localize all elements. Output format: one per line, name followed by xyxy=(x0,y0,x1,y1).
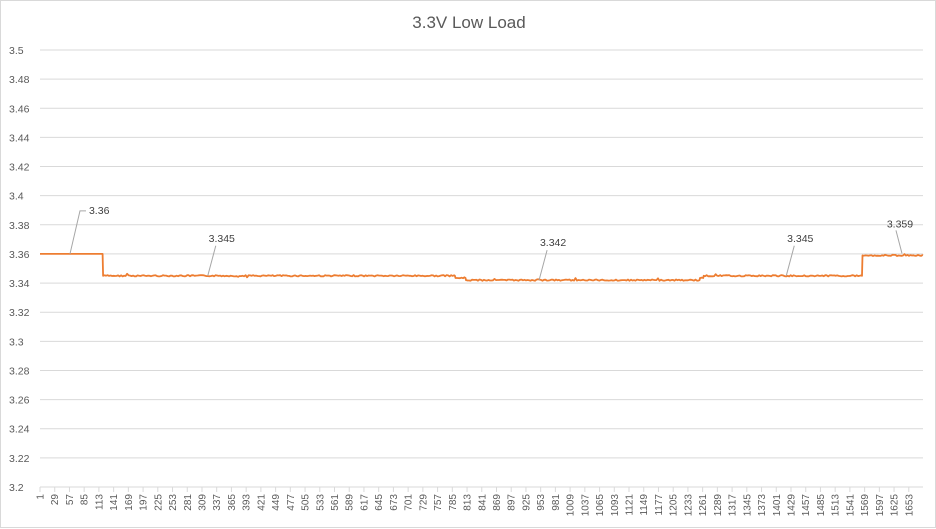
annotation-leader xyxy=(785,245,795,276)
x-tick-label: 477 xyxy=(286,494,297,511)
y-tick-label: 3.2 xyxy=(9,482,24,494)
x-tick-label: 757 xyxy=(433,494,444,511)
x-tick-label: 813 xyxy=(463,494,474,511)
x-tick-label: 1345 xyxy=(742,494,753,517)
x-tick-label: 337 xyxy=(212,494,223,511)
x-tick-label: 1597 xyxy=(875,494,886,517)
y-tick-label: 3.46 xyxy=(9,103,30,115)
x-tick-label: 1093 xyxy=(610,494,621,517)
x-tick-label: 1289 xyxy=(713,494,724,517)
y-tick-label: 3.3 xyxy=(9,336,24,348)
x-tick-label: 309 xyxy=(197,494,208,511)
x-tick-label: 505 xyxy=(301,494,312,511)
x-tick-label: 1261 xyxy=(698,494,709,517)
x-tick-label: 1121 xyxy=(625,494,636,516)
x-tick-label: 1541 xyxy=(845,494,856,517)
x-tick-label: 113 xyxy=(94,494,105,510)
x-tick-label: 897 xyxy=(507,494,518,511)
series-layer xyxy=(40,253,924,282)
series-line xyxy=(40,253,924,282)
y-tick-label: 3.5 xyxy=(9,45,24,57)
data-label: 3.36 xyxy=(89,205,110,217)
x-tick-label: 197 xyxy=(139,494,150,511)
x-tick-label: 1149 xyxy=(639,494,650,516)
y-tick-label: 3.22 xyxy=(9,453,30,465)
x-tick-label: 673 xyxy=(389,494,400,511)
x-tick-label: 1457 xyxy=(801,494,812,517)
annotation-leader xyxy=(69,210,86,255)
axes: 3.2 3.22 3.24 3.26 3.28 3.3 3.32 3.34 3.36 3.38 3.… xyxy=(9,45,923,516)
x-tick-label: 1233 xyxy=(683,494,694,517)
x-tick-label: 617 xyxy=(359,494,370,511)
x-tick-label: 1513 xyxy=(831,494,842,517)
x-tick-label: 1653 xyxy=(904,494,915,517)
x-tick-label: 1401 xyxy=(772,494,783,517)
x-tick-label: 645 xyxy=(374,494,385,511)
x-tick-label: 1 xyxy=(36,494,47,500)
x-tick-label: 141 xyxy=(109,494,120,511)
y-tick-label: 3.26 xyxy=(9,395,30,407)
x-tick-label: 1625 xyxy=(890,494,901,517)
data-label: 3.342 xyxy=(540,237,566,249)
chart-title: 3.3V Low Load xyxy=(412,13,526,32)
x-tick-label: 449 xyxy=(271,494,282,511)
x-tick-label: 393 xyxy=(242,494,253,511)
x-tick-label: 1065 xyxy=(595,494,606,517)
x-tick-label: 1177 xyxy=(654,494,665,516)
y-tick-label: 3.42 xyxy=(9,162,30,174)
y-tick-label: 3.32 xyxy=(9,307,30,319)
x-tick-label: 589 xyxy=(345,494,356,511)
x-tick-label: 225 xyxy=(153,494,164,511)
x-tick-label: 29 xyxy=(50,494,61,506)
x-tick-label: 85 xyxy=(80,494,91,506)
x-tick-label: 169 xyxy=(124,494,135,511)
x-tick-label: 1037 xyxy=(580,494,591,517)
x-tick-label: 1569 xyxy=(860,494,871,517)
x-tick-label: 533 xyxy=(315,494,326,511)
grid-lines xyxy=(40,49,923,459)
y-tick-label: 3.4 xyxy=(9,191,24,203)
x-tick-label: 925 xyxy=(521,494,532,511)
y-tick-label: 3.24 xyxy=(9,424,30,436)
x-tick-label: 785 xyxy=(448,494,459,511)
x-tick-label: 981 xyxy=(551,494,562,511)
annotations: 3.36 3.345 3.342 3.345 3.359 xyxy=(69,205,913,281)
x-tick-label: 253 xyxy=(168,494,179,511)
x-tick-label: 365 xyxy=(227,494,238,511)
data-label: 3.345 xyxy=(787,233,813,245)
x-tick-label: 1205 xyxy=(669,494,680,517)
x-tick-label: 1429 xyxy=(786,494,797,517)
x-tick-label: 841 xyxy=(477,494,488,511)
y-tick-label: 3.36 xyxy=(9,249,30,261)
data-label: 3.345 xyxy=(209,233,235,245)
y-tick-label: 3.44 xyxy=(9,132,30,144)
x-tick-label: 869 xyxy=(492,494,503,511)
x-tick-label: 57 xyxy=(65,494,76,506)
y-tick-label: 3.38 xyxy=(9,220,30,232)
annotation-leader xyxy=(538,250,548,281)
annotation-leader xyxy=(207,245,217,276)
x-tick-label: 281 xyxy=(183,494,194,511)
data-label: 3.359 xyxy=(887,218,913,230)
x-tick-label: 561 xyxy=(330,494,341,511)
x-tick-label: 1317 xyxy=(728,494,739,517)
x-tick-label: 729 xyxy=(418,494,429,511)
y-tick-label: 3.48 xyxy=(9,74,30,86)
annotation-leader xyxy=(895,230,903,254)
x-tick-label: 701 xyxy=(404,494,415,511)
y-tick-label: 3.28 xyxy=(9,365,30,377)
y-tick-label: 3.34 xyxy=(9,278,30,290)
x-tick-label: 1373 xyxy=(757,494,768,517)
x-tick-label: 421 xyxy=(256,494,267,511)
x-tick-label: 953 xyxy=(536,494,547,511)
x-tick-label: 1009 xyxy=(566,494,577,517)
x-tick-label: 1485 xyxy=(816,494,827,517)
